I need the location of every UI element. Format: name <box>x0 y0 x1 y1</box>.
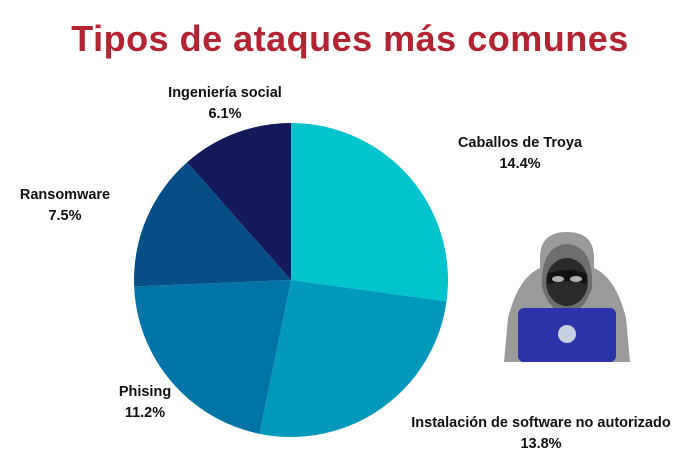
pie-slice-3 <box>134 162 291 287</box>
slice-name: Caballos de Troya <box>457 135 583 151</box>
slice-label-ransomware: Ransomware 7.5% <box>5 185 125 227</box>
slice-value: 7.5% <box>48 208 82 224</box>
slice-value: 11.2% <box>124 405 166 421</box>
hacker-with-laptop-icon <box>504 232 630 362</box>
chart-title: Tipos de ataques más comunes <box>71 18 629 59</box>
slice-name: Ransomware <box>19 187 111 203</box>
slice-name: Phising <box>118 384 172 400</box>
slice-label-instalacion-software: Instalación de software no autorizado 13… <box>386 413 696 455</box>
slice-label-caballos-de-troya: Caballos de Troya 14.4% <box>420 133 620 175</box>
pie-slice-2 <box>134 280 291 434</box>
pie-slice-0 <box>291 123 448 302</box>
pie-slice-1 <box>259 280 447 437</box>
slice-value: 14.4% <box>499 156 541 172</box>
laptop-logo <box>558 325 576 343</box>
slice-label-phising: Phising 11.2% <box>85 382 205 424</box>
slice-name: Ingeniería social <box>168 85 282 101</box>
eye-right <box>570 276 582 282</box>
pie-slice-4 <box>187 122 291 280</box>
slice-value: 6.1% <box>208 106 242 122</box>
slice-name: Instalación de software no autorizado <box>411 415 671 431</box>
slice-value: 13.8% <box>520 436 562 452</box>
slice-label-ingenieria-social: Ingeniería social 6.1% <box>140 83 310 125</box>
face <box>546 258 588 306</box>
eye-left <box>552 276 564 282</box>
